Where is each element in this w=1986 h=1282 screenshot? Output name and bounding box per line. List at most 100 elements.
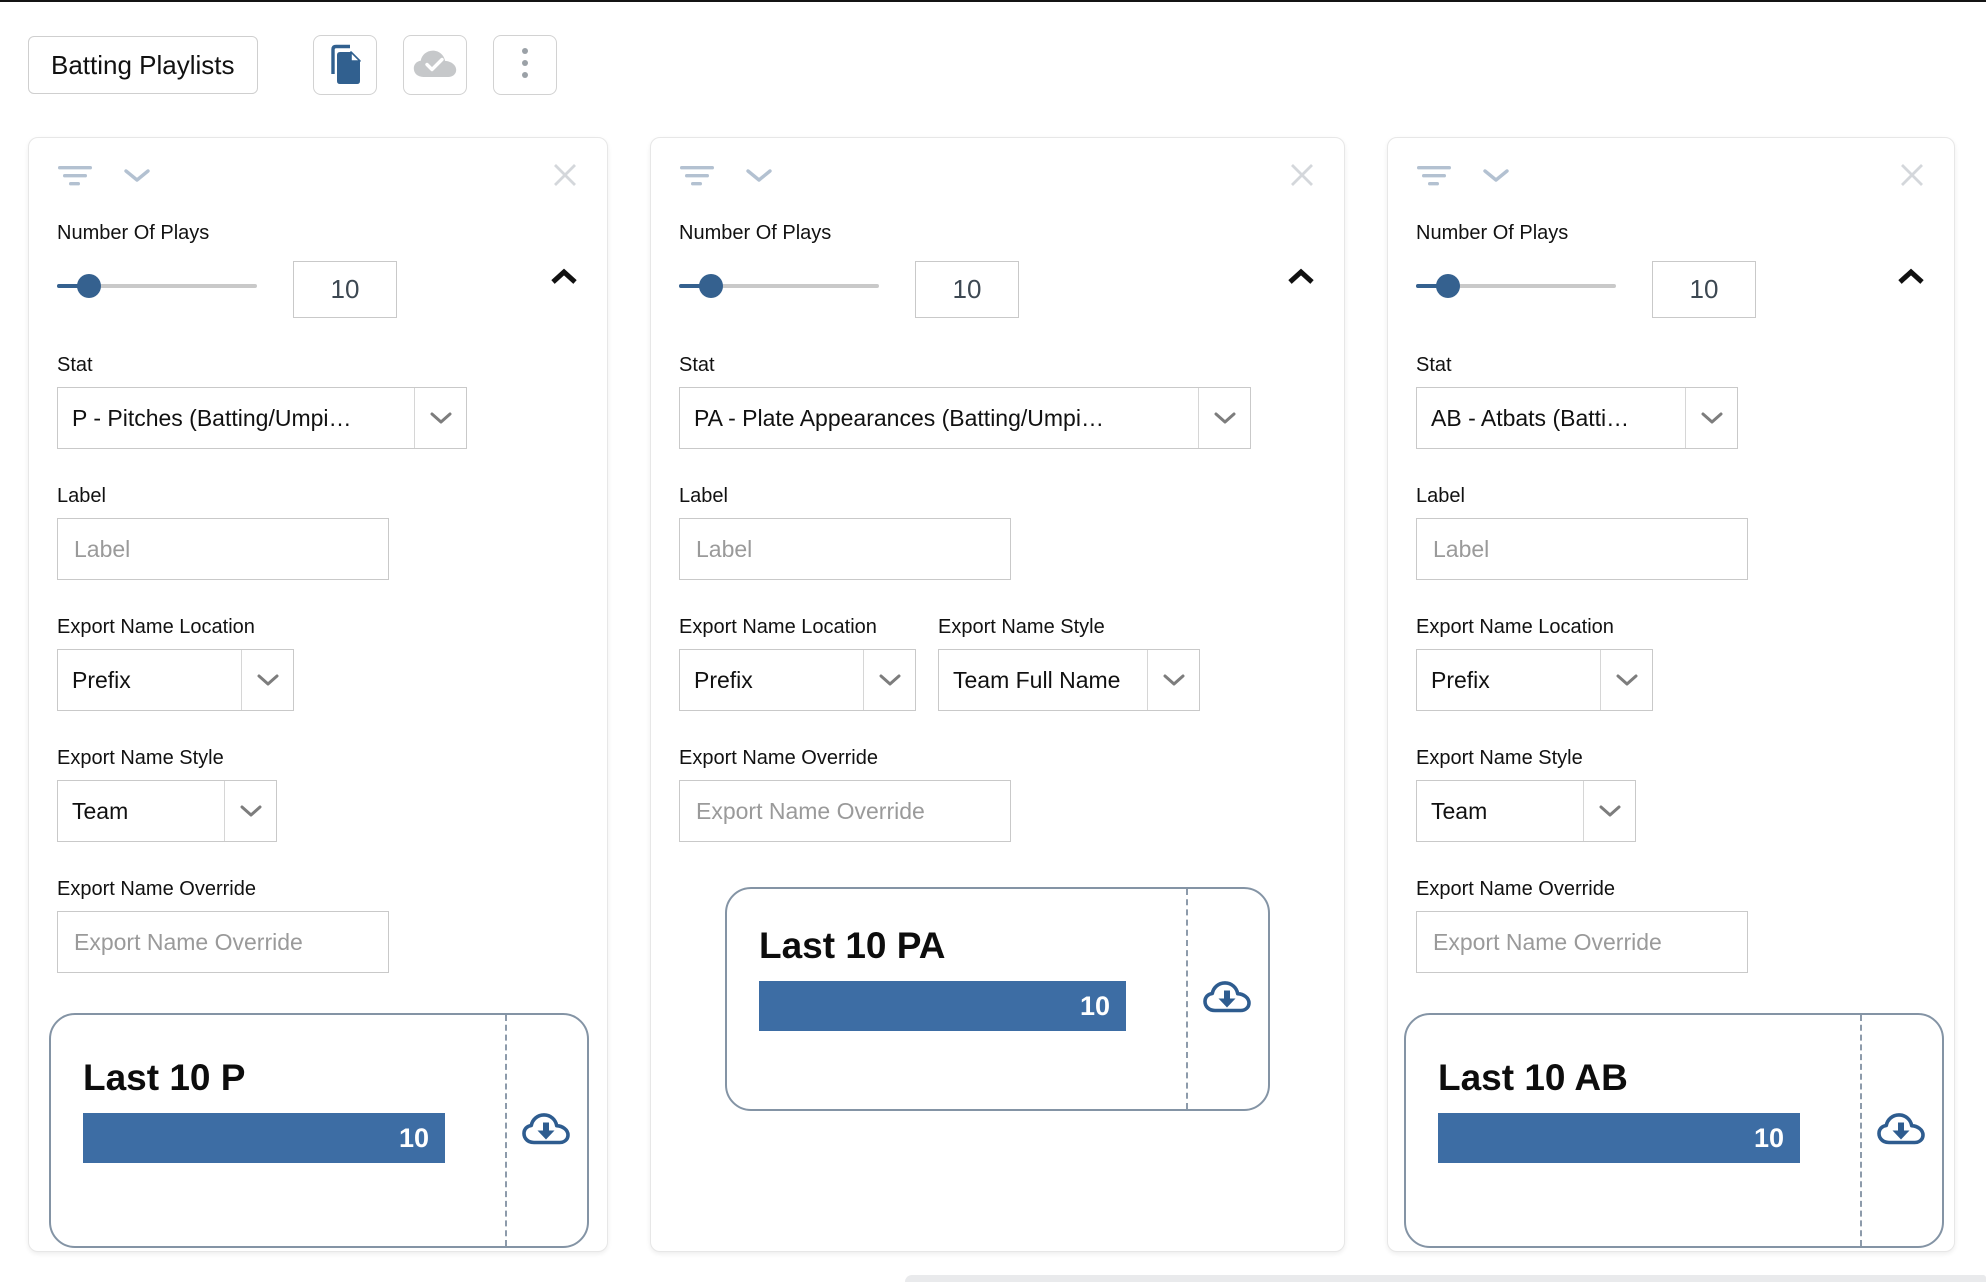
tile-divider — [1186, 889, 1188, 1109]
export-name-override-field: Export Name Override Export Name Overrid… — [1416, 878, 1926, 973]
slider-thumb[interactable] — [1436, 274, 1460, 298]
playlist-preview-tile: Last 10 AB 10 — [1404, 1013, 1944, 1248]
export-name-location-select[interactable]: Prefix — [679, 649, 916, 711]
export-name-style-select[interactable]: Team — [57, 780, 277, 842]
stat-select[interactable]: P - Pitches (Batting/Umpi… — [57, 387, 467, 449]
playlist-cards-row: Number Of Plays 10 Stat P - Pitches (Bat… — [0, 137, 1986, 1252]
stat-label: Stat — [57, 354, 93, 376]
export-name-style-field: Export Name Style Team — [1416, 747, 1926, 842]
number-of-plays-input[interactable]: 10 — [915, 261, 1019, 318]
preview-title: Last 10 P — [83, 1057, 246, 1098]
playlist-title[interactable]: Batting Playlists — [28, 36, 258, 94]
kebab-menu-icon — [521, 46, 529, 85]
export-name-override-input[interactable]: Export Name Override — [679, 780, 1011, 842]
stat-select[interactable]: AB - Atbats (Batti… — [1416, 387, 1738, 449]
preview-title: Last 10 AB — [1438, 1057, 1628, 1098]
export-name-location-field: Export Name Location Prefix — [57, 616, 579, 711]
stat-label: Stat — [679, 354, 715, 376]
preview-count-bar: 10 — [759, 981, 1126, 1031]
chevron-down-icon — [224, 781, 276, 841]
export-name-style-select[interactable]: Team Full Name — [938, 649, 1200, 711]
number-of-plays-slider[interactable] — [1416, 273, 1616, 299]
more-options-button[interactable] — [492, 35, 557, 95]
close-icon[interactable] — [551, 161, 579, 194]
card-header — [679, 158, 1316, 196]
export-name-style-select[interactable]: Team — [1416, 780, 1636, 842]
export-name-style-label: Export Name Style — [57, 747, 224, 769]
playlist-preview-tile: Last 10 P 10 — [49, 1013, 589, 1248]
export-name-location-label: Export Name Location — [1416, 616, 1614, 638]
collapse-up-icon[interactable] — [1286, 268, 1316, 291]
cloud-download-icon[interactable] — [1202, 978, 1252, 1021]
number-of-plays-label: Number Of Plays — [57, 222, 210, 244]
chevron-down-icon — [241, 650, 293, 710]
slider-thumb[interactable] — [699, 274, 723, 298]
filter-icon[interactable] — [679, 163, 715, 192]
number-of-plays-slider[interactable] — [57, 273, 257, 299]
preview-count-bar: 10 — [83, 1113, 445, 1163]
chevron-down-icon — [1198, 388, 1250, 448]
export-name-override-field: Export Name Override Export Name Overrid… — [679, 747, 1316, 842]
slider-thumb[interactable] — [77, 274, 101, 298]
chevron-down-icon[interactable] — [1482, 167, 1510, 188]
chevron-down-icon — [1685, 388, 1737, 448]
label-field: Label Label — [679, 485, 1316, 580]
cloud-sync-button[interactable] — [402, 35, 467, 95]
export-name-location-select[interactable]: Prefix — [1416, 649, 1653, 711]
chevron-down-icon — [1600, 650, 1652, 710]
copy-pages-icon — [325, 41, 365, 90]
number-of-plays-label: Number Of Plays — [679, 222, 832, 244]
number-of-plays-slider[interactable] — [679, 273, 879, 299]
export-name-location-field: Export Name Location Prefix — [1416, 616, 1926, 711]
label-label: Label — [679, 485, 728, 507]
export-name-style-label: Export Name Style — [1416, 747, 1583, 769]
number-of-plays-input[interactable]: 10 — [1652, 261, 1756, 318]
chevron-down-icon — [1583, 781, 1635, 841]
close-icon[interactable] — [1898, 161, 1926, 194]
stat-field: Stat P - Pitches (Batting/Umpi… — [57, 354, 579, 449]
stat-label: Stat — [1416, 354, 1452, 376]
playlist-title-label: Batting Playlists — [51, 49, 235, 80]
number-of-plays-section: Number Of Plays 10 — [1416, 222, 1926, 318]
export-name-override-input[interactable]: Export Name Override — [1416, 911, 1748, 973]
export-name-style-field: Export Name Style Team — [57, 747, 579, 842]
cloud-download-icon[interactable] — [1876, 1109, 1926, 1152]
export-name-style-label: Export Name Style — [938, 616, 1105, 638]
export-name-override-input[interactable]: Export Name Override — [57, 911, 389, 973]
cloud-download-icon[interactable] — [521, 1109, 571, 1152]
stat-field: Stat AB - Atbats (Batti… — [1416, 354, 1926, 449]
chevron-down-icon[interactable] — [745, 167, 773, 188]
preview-title: Last 10 PA — [759, 925, 946, 966]
chevron-down-icon — [863, 650, 915, 710]
card-header — [57, 158, 579, 196]
filter-icon[interactable] — [1416, 163, 1452, 192]
label-field: Label Label — [57, 485, 579, 580]
stat-select[interactable]: PA - Plate Appearances (Batting/Umpi… — [679, 387, 1251, 449]
label-input[interactable]: Label — [57, 518, 389, 580]
number-of-plays-label: Number Of Plays — [1416, 222, 1569, 244]
cloud-check-icon — [412, 46, 458, 85]
number-of-plays-section: Number Of Plays 10 — [679, 222, 1316, 318]
collapse-up-icon[interactable] — [549, 268, 579, 291]
playlist-card: Number Of Plays 10 Stat P - Pitches (Bat… — [28, 137, 608, 1252]
stat-field: Stat PA - Plate Appearances (Batting/Ump… — [679, 354, 1316, 449]
chevron-down-icon — [1147, 650, 1199, 710]
label-label: Label — [57, 485, 106, 507]
number-of-plays-input[interactable]: 10 — [293, 261, 397, 318]
preview-count-bar: 10 — [1438, 1113, 1800, 1163]
export-name-override-field: Export Name Override Export Name Overrid… — [57, 878, 579, 973]
card-header — [1416, 158, 1926, 196]
export-name-location-label: Export Name Location — [679, 616, 877, 638]
filter-icon[interactable] — [57, 163, 93, 192]
label-field: Label Label — [1416, 485, 1926, 580]
label-input[interactable]: Label — [1416, 518, 1748, 580]
close-icon[interactable] — [1288, 161, 1316, 194]
label-input[interactable]: Label — [679, 518, 1011, 580]
collapse-up-icon[interactable] — [1896, 268, 1926, 291]
chevron-down-icon — [414, 388, 466, 448]
copy-playlist-button[interactable] — [312, 35, 377, 95]
export-name-override-label: Export Name Override — [57, 878, 256, 900]
export-name-style-field: Export Name Style Team Full Name — [938, 616, 1200, 711]
chevron-down-icon[interactable] — [123, 167, 151, 188]
export-name-location-select[interactable]: Prefix — [57, 649, 294, 711]
